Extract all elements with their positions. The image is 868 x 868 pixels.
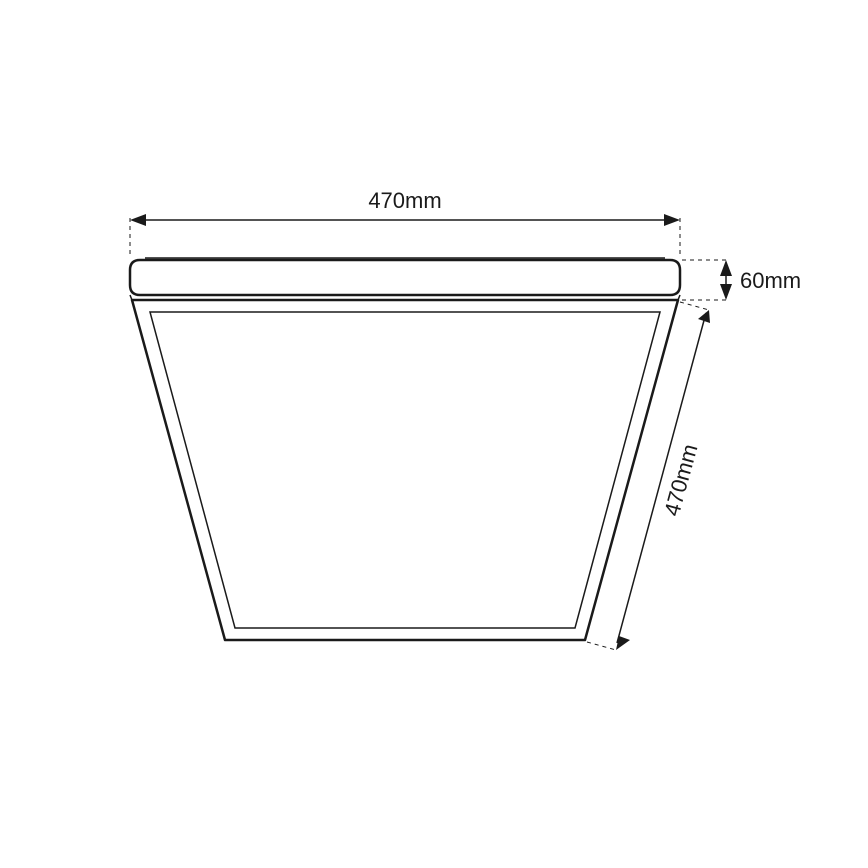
product-outline (130, 258, 680, 640)
depth-label: 470mm (659, 441, 702, 518)
height-label: 60mm (740, 268, 801, 293)
width-dimension: 470mm (130, 188, 680, 258)
height-dimension: 60mm (682, 260, 801, 300)
width-label: 470mm (368, 188, 441, 213)
technical-drawing: 470mm 60mm 470mm (0, 0, 868, 868)
